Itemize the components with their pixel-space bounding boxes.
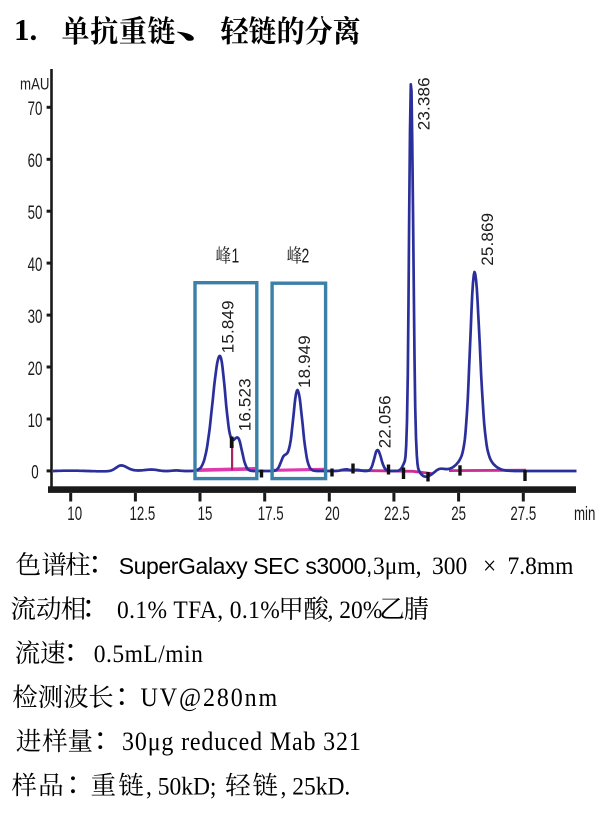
svg-text:23.386: 23.386 <box>415 77 434 130</box>
svg-text:, 20%: , 20% <box>328 596 383 624</box>
svg-text:15: 15 <box>198 504 213 525</box>
svg-text:2: 2 <box>302 244 310 267</box>
svg-text:30μg reduced Mab 321: 30μg reduced Mab 321 <box>122 728 362 756</box>
svg-text:50: 50 <box>28 203 43 224</box>
svg-text:18.949: 18.949 <box>295 335 314 388</box>
svg-text:7.8mm: 7.8mm <box>508 552 574 580</box>
svg-text:17.5: 17.5 <box>258 504 284 525</box>
svg-text:1: 1 <box>232 244 240 267</box>
svg-text:, 25kD.: , 25kD. <box>281 772 351 800</box>
svg-text:16.523: 16.523 <box>236 378 255 431</box>
svg-text:60: 60 <box>28 151 43 172</box>
svg-text:70: 70 <box>28 99 43 120</box>
svg-text:SuperGalaxy SEC s3000,: SuperGalaxy SEC s3000, <box>119 553 372 579</box>
svg-text:25.869: 25.869 <box>478 213 497 266</box>
svg-text:0: 0 <box>31 462 38 483</box>
svg-text:3μm,: 3μm, <box>373 552 421 580</box>
svg-text:10: 10 <box>67 504 82 525</box>
svg-text:, 50kD;: , 50kD; <box>146 772 216 800</box>
svg-text:×: × <box>483 552 496 580</box>
svg-text:0.5mL/min: 0.5mL/min <box>94 640 204 668</box>
svg-text:40: 40 <box>28 255 43 276</box>
svg-text:25: 25 <box>451 504 466 525</box>
svg-text:15.849: 15.849 <box>219 300 238 353</box>
svg-text:10: 10 <box>28 411 43 432</box>
svg-text:0.1% TFA, 0.1%: 0.1% TFA, 0.1% <box>117 596 280 624</box>
svg-text:30: 30 <box>28 307 43 328</box>
svg-text:27.5: 27.5 <box>510 504 536 525</box>
svg-text:min: min <box>574 504 595 525</box>
svg-text:1.: 1. <box>14 12 37 47</box>
svg-text:12.5: 12.5 <box>129 504 155 525</box>
svg-text:22.056: 22.056 <box>376 395 395 448</box>
svg-text:22.5: 22.5 <box>384 504 410 525</box>
svg-text:20: 20 <box>28 359 43 380</box>
svg-text:UV@280nm: UV@280nm <box>141 684 280 712</box>
svg-text:300: 300 <box>432 552 467 580</box>
svg-text:mAU: mAU <box>20 75 49 94</box>
svg-text:20: 20 <box>325 504 340 525</box>
